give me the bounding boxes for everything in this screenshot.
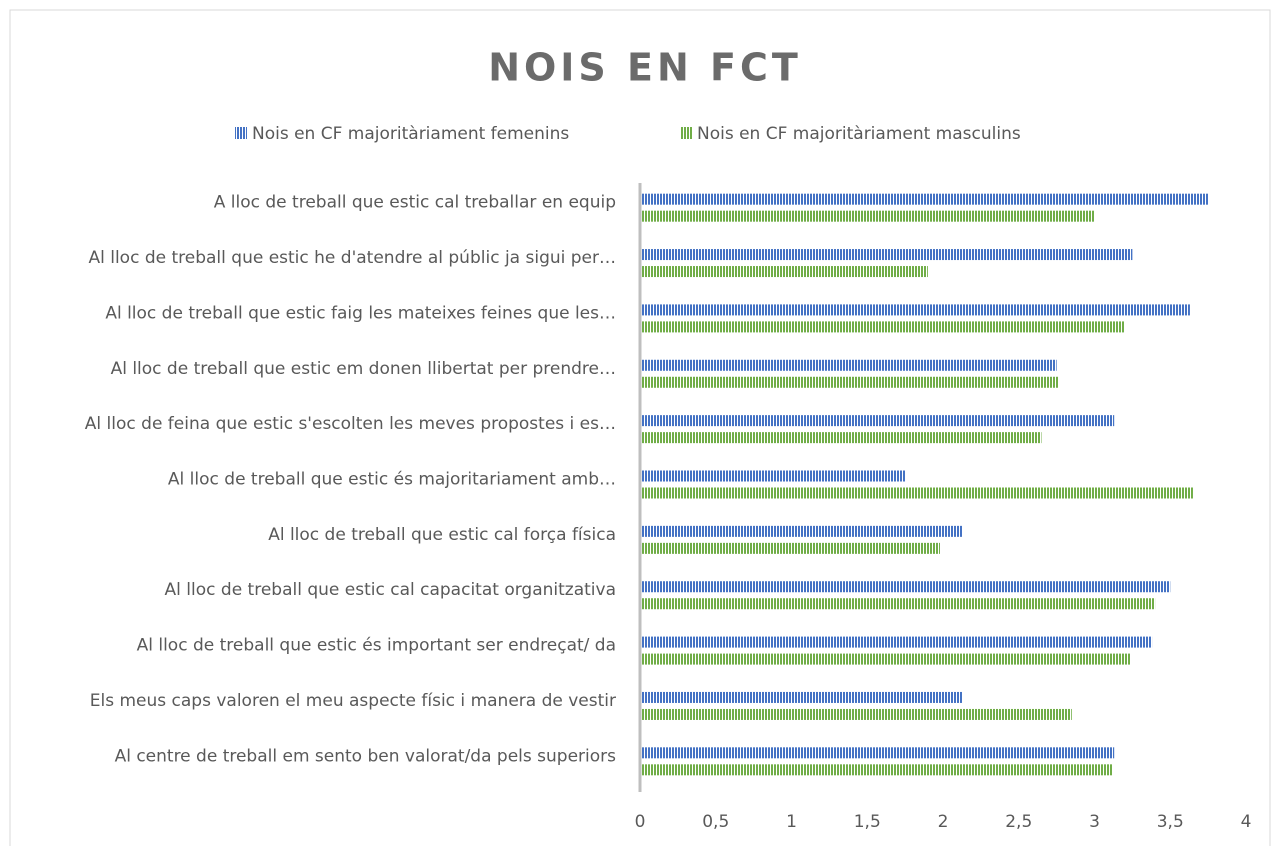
bar <box>640 321 1125 333</box>
chart-title: NOIS EN FCT <box>488 46 802 90</box>
y-tick-label: Al centre de treball em sento ben valora… <box>115 746 617 766</box>
x-tick-label: 2,5 <box>1005 812 1032 832</box>
bar <box>640 764 1113 776</box>
y-tick-label: Al lloc de treball que estic faig les ma… <box>105 303 616 323</box>
bar <box>640 266 928 278</box>
bar <box>640 636 1153 648</box>
legend-label: Nois en CF majoritàriament masculins <box>697 124 1021 144</box>
x-tick-label: 1 <box>786 812 797 832</box>
bar <box>640 415 1115 427</box>
legend-label: Nois en CF majoritàriament femenins <box>252 124 569 144</box>
legend-swatch <box>680 127 692 139</box>
x-tick-label: 1,5 <box>854 812 881 832</box>
y-tick-label: Al lloc de treball que estic cal força f… <box>268 525 616 545</box>
y-tick-label: Al lloc de treball que estic és importan… <box>137 636 616 656</box>
bar <box>640 581 1171 593</box>
bar <box>640 487 1193 499</box>
bar <box>640 542 940 554</box>
x-tick-label: 0,5 <box>702 812 729 832</box>
y-tick-label: Al lloc de treball que estic em donen ll… <box>111 359 616 379</box>
y-tick-label: Els meus caps valoren el meu aspecte fís… <box>90 691 616 711</box>
y-tick-label: Al lloc de feina que estic s'escolten le… <box>85 414 616 434</box>
bar <box>640 708 1072 720</box>
bar <box>640 249 1133 261</box>
bar <box>640 304 1190 316</box>
x-tick-label: 0 <box>635 812 646 832</box>
bar <box>640 210 1095 222</box>
bar <box>640 432 1042 444</box>
y-tick-label: Al lloc de treball que estic he d'atendr… <box>88 248 616 268</box>
x-tick-label: 3 <box>1089 812 1100 832</box>
y-tick-label: Al lloc de treball que estic cal capacit… <box>165 580 616 600</box>
bar <box>640 470 906 482</box>
x-tick-label: 2 <box>938 812 949 832</box>
bar <box>640 653 1131 665</box>
bar <box>640 525 963 537</box>
y-tick-label: Al lloc de treball que estic és majorita… <box>168 470 616 490</box>
y-tick-label: A lloc de treball que estic cal treballa… <box>214 193 616 213</box>
legend-swatch <box>235 127 247 139</box>
x-tick-label: 3,5 <box>1157 812 1184 832</box>
bar <box>640 359 1057 371</box>
bar <box>640 691 963 703</box>
bar <box>640 598 1156 610</box>
x-tick-label: 4 <box>1241 812 1252 832</box>
bar <box>640 747 1115 759</box>
bar <box>640 376 1059 388</box>
bar <box>640 193 1209 205</box>
